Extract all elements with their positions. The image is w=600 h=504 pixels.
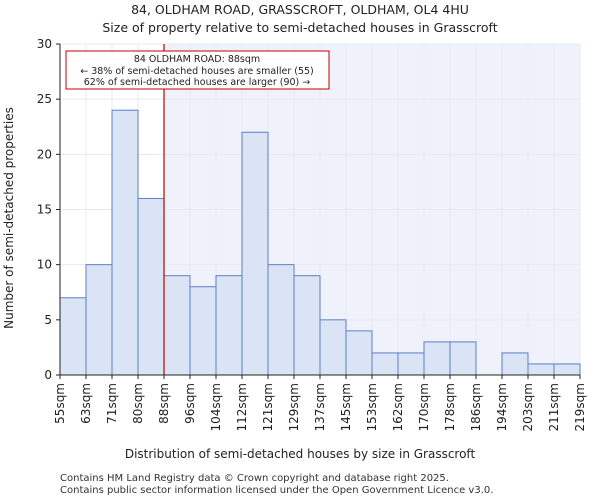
bar-71sqm bbox=[111, 109, 139, 376]
chart-title: 84, OLDHAM ROAD, GRASSCROFT, OLDHAM, OL4… bbox=[131, 2, 469, 17]
annotation-line-1: 84 OLDHAM ROAD: 88sqm bbox=[134, 54, 260, 65]
bar-178sqm bbox=[449, 341, 477, 376]
y-tick-label: 0 bbox=[44, 368, 52, 382]
x-tick-label: 186sqm bbox=[469, 383, 483, 431]
bar-96sqm bbox=[189, 286, 217, 376]
footer-copyright: Contains HM Land Registry data © Crown c… bbox=[60, 473, 449, 484]
y-tick-label: 30 bbox=[37, 37, 52, 51]
bars bbox=[59, 109, 581, 376]
bar-63sqm bbox=[85, 264, 113, 376]
x-tick-label: 55sqm bbox=[53, 383, 67, 424]
x-tick-label: 178sqm bbox=[443, 383, 457, 431]
annotation-line-2: ← 38% of semi-detached houses are smalle… bbox=[80, 66, 314, 77]
x-tick-label: 194sqm bbox=[495, 383, 509, 431]
bar-162sqm bbox=[397, 352, 425, 376]
x-tick-label: 137sqm bbox=[313, 383, 327, 431]
chart-subtitle: Size of property relative to semi-detach… bbox=[102, 20, 497, 35]
x-tick-label: 88sqm bbox=[157, 383, 171, 424]
x-tick-label: 145sqm bbox=[339, 383, 353, 431]
y-tick-label: 5 bbox=[44, 313, 52, 327]
footer-licence: Contains public sector information licen… bbox=[60, 485, 494, 496]
x-tick-label: 63sqm bbox=[79, 383, 93, 424]
y-ticks: 0 5 10 15 20 25 30 bbox=[37, 37, 60, 382]
y-tick-label: 15 bbox=[37, 203, 52, 217]
bar-80sqm bbox=[137, 197, 165, 376]
y-tick-label: 20 bbox=[37, 147, 52, 161]
x-tick-label: 112sqm bbox=[235, 383, 249, 431]
bar-194sqm bbox=[501, 352, 529, 376]
bar-145sqm bbox=[345, 330, 373, 376]
bar-112sqm bbox=[241, 131, 269, 376]
bar-137sqm bbox=[319, 319, 347, 376]
y-tick-label: 10 bbox=[37, 258, 52, 272]
bar-153sqm bbox=[371, 352, 399, 376]
x-tick-label: 104sqm bbox=[209, 383, 223, 431]
bar-211sqm bbox=[553, 363, 581, 376]
x-tick-label: 80sqm bbox=[131, 383, 145, 424]
y-axis-label: Number of semi-detached properties bbox=[2, 107, 16, 329]
x-tick-label: 162sqm bbox=[391, 383, 405, 431]
x-axis-label: Distribution of semi-detached houses by … bbox=[125, 447, 476, 461]
x-tick-label: 170sqm bbox=[417, 383, 431, 431]
bar-55sqm bbox=[59, 297, 87, 376]
bar-203sqm bbox=[527, 363, 555, 376]
x-tick-label: 121sqm bbox=[261, 383, 275, 431]
bar-104sqm bbox=[215, 275, 243, 376]
x-tick-label: 71sqm bbox=[105, 383, 119, 424]
bar-170sqm bbox=[423, 341, 451, 376]
y-tick-label: 25 bbox=[37, 92, 52, 106]
x-tick-label: 203sqm bbox=[521, 383, 535, 431]
bar-129sqm bbox=[293, 275, 321, 376]
x-tick-label: 219sqm bbox=[573, 383, 587, 431]
x-tick-label: 153sqm bbox=[365, 383, 379, 431]
x-tick-label: 211sqm bbox=[547, 383, 561, 431]
bar-88sqm bbox=[163, 275, 191, 376]
x-tick-label: 129sqm bbox=[287, 383, 301, 431]
annotation-box: 84 OLDHAM ROAD: 88sqm ← 38% of semi-deta… bbox=[65, 50, 330, 90]
annotation-line-3: 62% of semi-detached houses are larger (… bbox=[84, 77, 311, 88]
x-ticks: 55sqm 63sqm 71sqm 80sqm 88sqm 96sqm 104sqm 112s… bbox=[53, 375, 587, 431]
x-tick-label: 96sqm bbox=[183, 383, 197, 424]
bar-121sqm bbox=[267, 264, 295, 376]
